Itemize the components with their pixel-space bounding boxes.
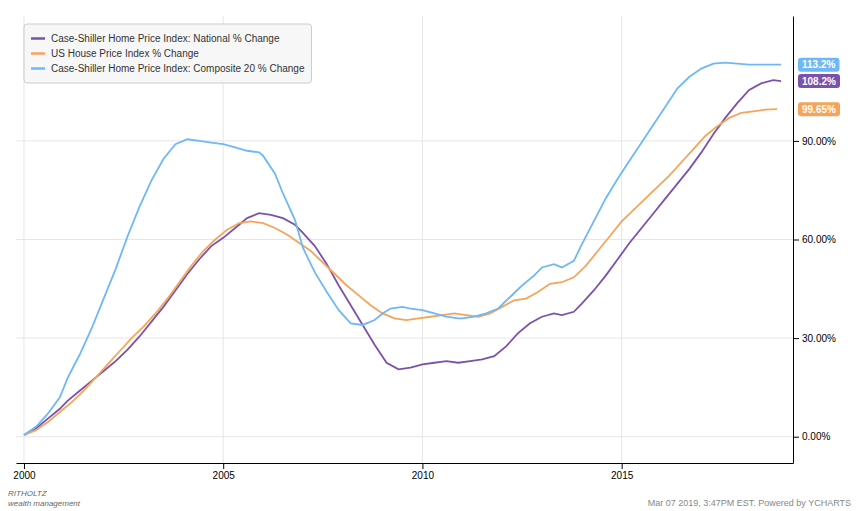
tick-mark xyxy=(793,338,799,339)
line xyxy=(24,63,781,435)
grid-line xyxy=(16,436,793,437)
tick: 60.00% xyxy=(793,234,836,245)
end-label-box xyxy=(798,74,840,88)
tick-label: 0.00% xyxy=(802,431,830,442)
tick-mark xyxy=(793,141,799,142)
tick: 2010 xyxy=(412,463,435,481)
legend-swatch xyxy=(31,37,45,40)
footer: Mar 07 2019, 3:47PM EST. Powered by YCHA… xyxy=(648,498,851,508)
tick: 2005 xyxy=(213,463,236,481)
chart: 2000 2005 2010 2015 0.00% 30.00% 60.00% 90.00% 1… xyxy=(0,0,859,511)
lines xyxy=(24,63,781,435)
legend: Case-Shiller Home Price Index: National … xyxy=(24,24,311,83)
tick: 0.00% xyxy=(793,431,830,442)
tick: 90.00% xyxy=(793,136,836,147)
legend-label: Case-Shiller Home Price Index: Composite… xyxy=(51,63,305,74)
grid-line xyxy=(16,140,793,141)
legend-swatch xyxy=(31,67,45,70)
line xyxy=(24,109,777,435)
tick-label: 2015 xyxy=(611,470,634,481)
tick-mark xyxy=(422,463,423,469)
tick-label: 30.00% xyxy=(802,333,836,344)
tick-mark xyxy=(793,437,799,438)
end-label: 108.2% xyxy=(798,74,840,88)
end-label-text: 108.2% xyxy=(802,76,836,87)
axis-line xyxy=(17,463,794,464)
legend-swatch xyxy=(31,52,45,55)
tick-label: 2010 xyxy=(412,470,435,481)
tick-mark xyxy=(793,240,799,241)
legend-item: Case-Shiller Home Price Index: Composite… xyxy=(31,63,305,74)
tick-label: 2000 xyxy=(13,470,36,481)
end-label-box xyxy=(798,102,840,116)
tick-mark xyxy=(223,463,224,469)
x-axis: 2000 2005 2010 2015 xyxy=(13,463,793,481)
tick: 30.00% xyxy=(793,333,836,344)
legend-item: US House Price Index % Change xyxy=(31,48,199,59)
grid xyxy=(16,16,793,463)
tick-mark xyxy=(24,463,25,469)
legend-label: US House Price Index % Change xyxy=(51,48,199,59)
tick-label: 2005 xyxy=(213,470,236,481)
end-label-box xyxy=(798,58,839,72)
tick-label: 60.00% xyxy=(802,234,836,245)
legend-label: Case-Shiller Home Price Index: National … xyxy=(51,33,280,44)
end-label: 113.2% xyxy=(798,58,839,72)
legend-box xyxy=(24,24,311,83)
tick: 2000 xyxy=(13,463,36,481)
footer: RITHOLTZwealth management xyxy=(8,489,81,508)
end-label-text: 113.2% xyxy=(802,59,835,70)
tick-label: 90.00% xyxy=(802,136,836,147)
tick-mark xyxy=(622,463,623,469)
end-label: 99.65% xyxy=(798,102,840,116)
legend-item: Case-Shiller Home Price Index: National … xyxy=(31,33,280,44)
end-label-text: 99.65% xyxy=(802,104,836,115)
line xyxy=(24,80,781,435)
tick: 2015 xyxy=(611,463,634,481)
grid-line xyxy=(16,239,793,240)
